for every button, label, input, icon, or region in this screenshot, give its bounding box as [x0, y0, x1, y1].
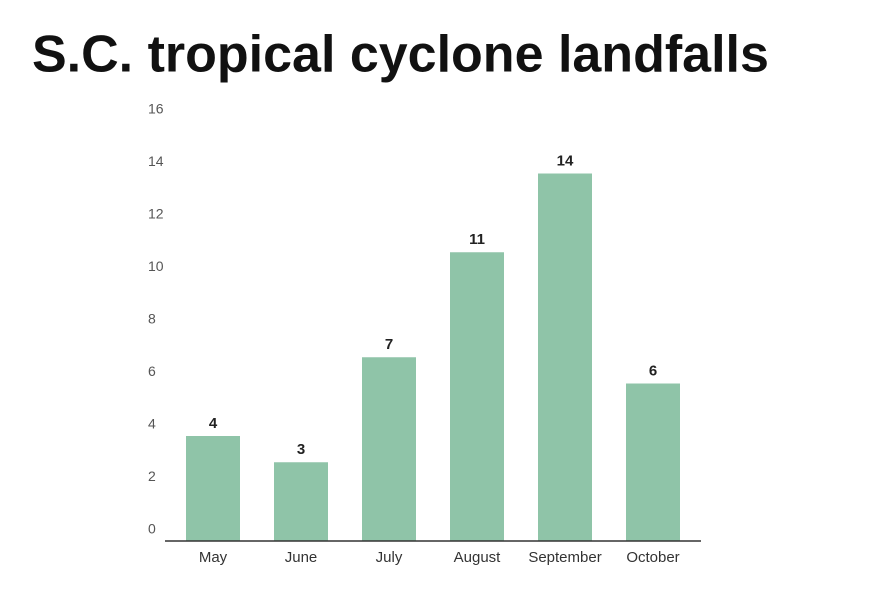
x-tick-label: August	[454, 549, 502, 566]
x-tick-label: May	[199, 549, 228, 566]
y-tick-label: 10	[148, 258, 164, 274]
y-tick-label: 6	[148, 363, 156, 379]
y-tick-label: 4	[148, 416, 156, 432]
y-tick-label: 12	[148, 206, 164, 222]
bar	[538, 173, 592, 541]
value-label: 3	[297, 441, 305, 458]
bar	[186, 436, 240, 541]
y-tick-label: 14	[148, 153, 164, 169]
y-tick-label: 8	[148, 311, 156, 327]
y-tick-label: 2	[148, 468, 156, 484]
y-tick-label: 0	[148, 521, 156, 537]
x-tick-label: October	[626, 549, 679, 566]
chart-title: S.C. tropical cyclone landfalls	[32, 26, 769, 84]
value-label: 4	[209, 415, 218, 432]
x-tick-label: July	[376, 549, 403, 566]
value-label: 7	[385, 336, 393, 353]
value-label: 14	[557, 152, 574, 169]
x-tick-label: June	[285, 549, 318, 566]
value-label: 11	[469, 231, 485, 248]
x-tick-label: September	[528, 549, 601, 566]
bar	[362, 357, 416, 541]
bar	[450, 252, 504, 541]
value-label: 6	[649, 362, 657, 379]
bar	[626, 383, 680, 541]
bar	[274, 462, 328, 541]
y-tick-label: 16	[148, 101, 164, 117]
